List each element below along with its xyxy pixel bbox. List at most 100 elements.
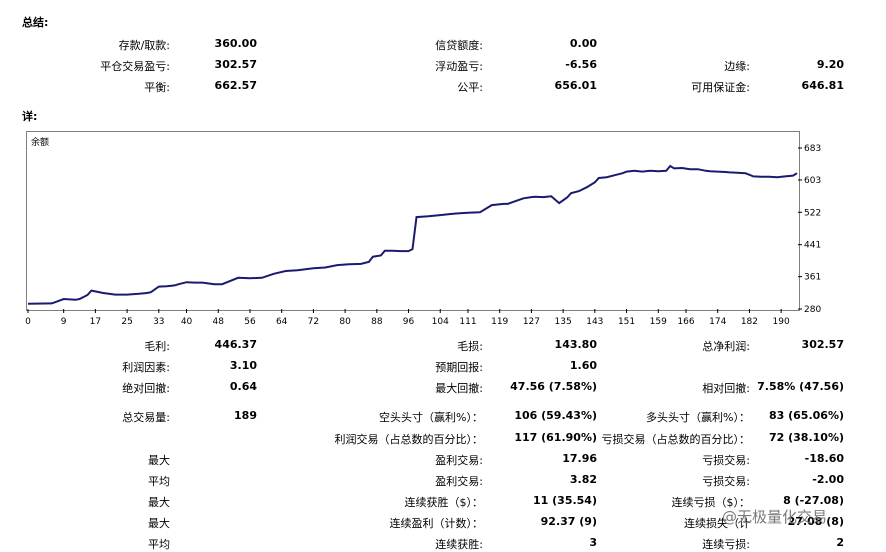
x-tick-label: 80: [339, 317, 351, 327]
deposit-label: 存款/取款:: [118, 39, 170, 52]
free-margin-value: 646.81: [801, 79, 844, 92]
stat-label: 总交易量:: [122, 411, 170, 424]
stat-label: 连续损失（计: [684, 517, 750, 530]
y-tick-label: 603: [804, 176, 821, 186]
x-tick-label: 104: [432, 317, 449, 327]
stat-value: 8 (-27.08): [783, 494, 844, 507]
x-tick-label: 190: [773, 317, 790, 327]
balance-value: 662.57: [214, 79, 257, 92]
stat-label: 空头头寸（赢利%）：: [379, 411, 483, 424]
stat-label: 盈利交易:: [435, 475, 483, 488]
stat-value: 1.60: [569, 359, 597, 372]
x-tick-label: 166: [677, 317, 694, 327]
x-tick-label: 64: [276, 317, 288, 327]
stat-label: 最大: [148, 454, 170, 467]
stat-label: 连续盈利（计数）：: [389, 517, 484, 530]
x-tick-label: 119: [491, 317, 508, 327]
x-tick-label: 48: [213, 317, 225, 327]
stat-label: 平均: [148, 475, 170, 488]
x-tick-label: 127: [523, 317, 540, 327]
x-tick-label: 182: [741, 317, 758, 327]
stat-value: 117 (61.90%): [514, 431, 597, 444]
stat-value: 143.80: [554, 338, 597, 351]
y-tick-label: 522: [804, 208, 821, 218]
y-tick-label: 683: [804, 144, 821, 154]
stat-label: 连续获胜:: [435, 538, 483, 551]
stat-label: 盈利交易:: [435, 454, 483, 467]
stat-label: 相对回撤:: [702, 382, 750, 395]
stat-value: 92.37 (9): [540, 515, 597, 528]
stat-label: 总净利润:: [702, 340, 750, 353]
equity-value: 656.01: [554, 79, 597, 92]
stat-label: 平均: [148, 538, 170, 551]
credit-value: 0.00: [569, 37, 597, 50]
stat-value: 446.37: [214, 338, 257, 351]
details-title: 详:: [22, 110, 38, 123]
margin-value: 9.20: [816, 58, 844, 71]
summary-title: 总结:: [22, 16, 49, 29]
stat-label: 预期回报:: [435, 361, 483, 374]
x-tick-label: 159: [650, 317, 667, 327]
x-tick-label: 174: [709, 317, 726, 327]
credit-label: 信贷额度:: [435, 39, 483, 52]
x-tick-label: 0: [25, 317, 31, 327]
x-tick-label: 96: [403, 317, 415, 327]
stat-value: 106 (59.43%): [514, 409, 597, 422]
x-tick-label: 88: [371, 317, 383, 327]
stat-value: 83 (65.06%): [768, 409, 844, 422]
stat-value: 72 (38.10%): [768, 431, 844, 444]
stat-label: 多头头寸（赢利%）：: [646, 411, 750, 424]
balance-label: 平衡:: [144, 81, 170, 94]
x-tick-label: 25: [121, 317, 132, 327]
stat-label: 利润因素:: [122, 361, 170, 374]
stat-value: -18.60: [804, 452, 844, 465]
equity-label: 公平:: [457, 81, 483, 94]
stat-value: 3.82: [569, 473, 597, 486]
stat-label: 利润交易（占总数的百分比）：: [334, 433, 484, 446]
x-tick-label: 143: [586, 317, 603, 327]
stat-label: 连续获胜（$）：: [404, 496, 484, 509]
y-tick-label: 441: [804, 241, 821, 251]
stat-value: 2: [836, 536, 844, 549]
stat-label: 毛利:: [144, 340, 170, 353]
closed-pl-label: 平仓交易盈亏:: [100, 60, 170, 73]
stat-label: 绝对回撤:: [122, 382, 170, 395]
x-tick-label: 111: [459, 317, 476, 327]
stat-label: 亏损交易（占总数的百分比）：: [601, 433, 751, 446]
stat-value: 3.10: [229, 359, 257, 372]
stat-value: 27.08 (8): [787, 515, 844, 528]
balance-chart-svg: 0 9 17 25 33 40 48 56 64 72 80 88 96 104 111 119 127 135 1…: [25, 144, 821, 327]
stat-value: -2.00: [812, 473, 844, 486]
stat-label: 亏损交易:: [702, 454, 750, 467]
closed-pl-value: 302.57: [214, 58, 257, 71]
stat-label: 最大回撤:: [435, 382, 483, 395]
x-tick-label: 17: [90, 317, 101, 327]
stat-value: 302.57: [801, 338, 844, 351]
x-tick-label: 40: [181, 317, 193, 327]
x-tick-label: 33: [153, 317, 164, 327]
floating-pl-value: -6.56: [565, 58, 597, 71]
stat-value: 7.58% (47.56): [757, 380, 844, 393]
free-margin-label: 可用保证金:: [691, 81, 750, 94]
stat-value: 17.96: [562, 452, 597, 465]
watermark: @无极量化交易: [722, 508, 828, 526]
stat-label: 最大: [148, 496, 170, 509]
stat-value: 11 (35.54): [533, 494, 597, 507]
stat-value: 47.56 (7.58%): [510, 380, 597, 393]
deposit-value: 360.00: [214, 37, 257, 50]
chart-legend: 余额: [31, 138, 50, 148]
stat-value: 189: [234, 409, 257, 422]
stat-label: 最大: [148, 517, 170, 530]
balance-series-line: [27, 164, 798, 305]
stat-label: 毛损:: [457, 340, 483, 353]
x-tick-label: 135: [555, 317, 572, 327]
y-tick-label: 280: [804, 305, 821, 315]
stat-label: 连续亏损:: [702, 538, 750, 551]
stat-value: 0.64: [229, 380, 257, 393]
x-tick-label: 151: [618, 317, 635, 327]
stat-value: 3: [589, 536, 597, 549]
x-tick-label: 56: [244, 317, 256, 327]
y-tick-label: 361: [804, 273, 821, 283]
x-tick-label: 72: [308, 317, 319, 327]
margin-label: 边缘:: [724, 60, 750, 73]
